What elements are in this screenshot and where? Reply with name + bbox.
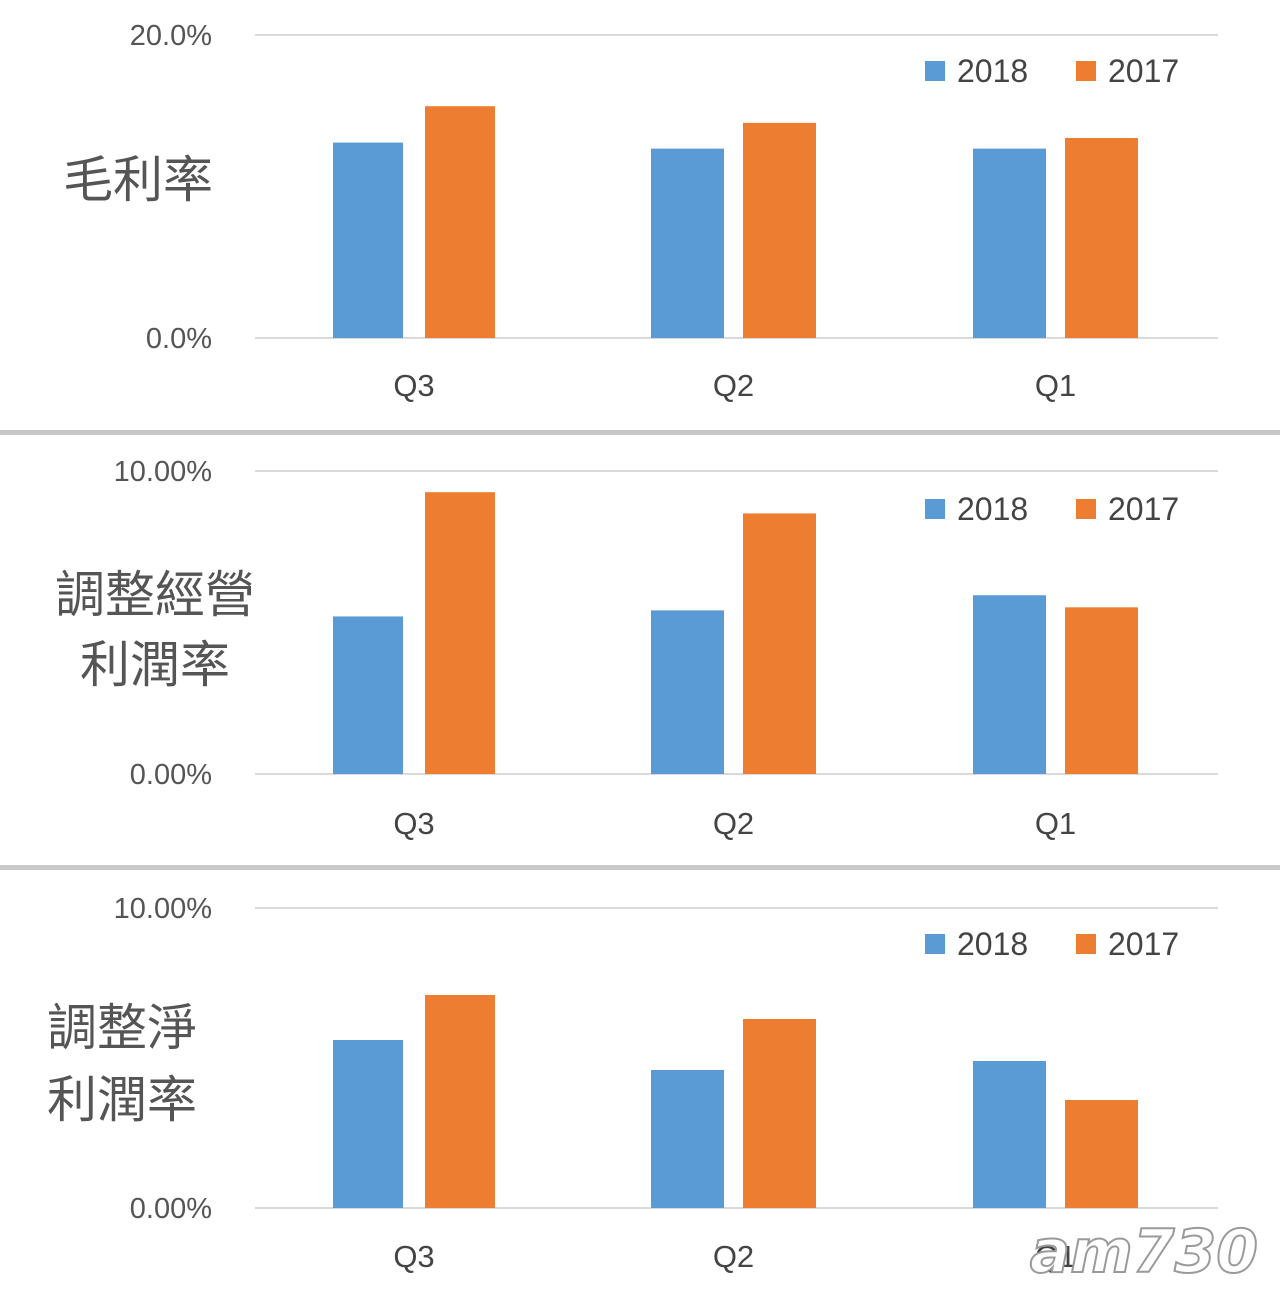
panel-metric-label: 利潤率	[80, 636, 230, 694]
watermark-logo: am730	[1030, 1217, 1258, 1287]
x-category-label: Q3	[393, 1239, 434, 1274]
bar-2017-q1	[1065, 138, 1138, 338]
legend-label-2017: 2017	[1108, 491, 1179, 527]
legend-swatch-2018	[925, 499, 945, 519]
legend-swatch-2017	[1076, 934, 1096, 954]
x-category-label: Q2	[713, 368, 754, 403]
panel-metric-label: 毛利率	[63, 151, 213, 209]
x-category-label: Q2	[713, 1239, 754, 1274]
bar-2017-q3	[425, 492, 495, 774]
panel-metric-label: 調整經營	[55, 566, 255, 624]
bar-2017-q2	[743, 513, 816, 774]
y-tick-label-min: 0.00%	[130, 759, 212, 791]
x-category-label: Q3	[393, 368, 434, 403]
bar-2018-q2	[651, 610, 724, 774]
y-tick-label-min: 0.00%	[130, 1193, 212, 1225]
bar-2018-q1	[973, 595, 1046, 774]
bar-2017-q3	[425, 995, 495, 1208]
y-tick-label-max: 10.00%	[114, 893, 212, 925]
panel-metric-label: 利潤率	[47, 1071, 197, 1129]
x-category-label: Q1	[1035, 806, 1076, 841]
y-tick-label-max: 10.00%	[114, 456, 212, 488]
y-tick-label-min: 0.0%	[146, 323, 212, 355]
bar-2018-q1	[973, 1061, 1046, 1208]
y-tick-label-max: 20.0%	[130, 20, 212, 52]
bar-2018-q3	[333, 616, 403, 774]
x-category-label: Q1	[1035, 1239, 1076, 1274]
x-category-label: Q1	[1035, 368, 1076, 403]
legend-swatch-2017	[1076, 61, 1096, 81]
x-category-label: Q3	[393, 806, 434, 841]
legend-label-2017: 2017	[1108, 53, 1179, 89]
bar-2017-q1	[1065, 1100, 1138, 1208]
legend-label-2018: 2018	[957, 926, 1028, 962]
bar-2017-q3	[425, 106, 495, 338]
legend-label-2018: 2018	[957, 53, 1028, 89]
panel-metric-label: 調整淨	[47, 999, 197, 1057]
legend-swatch-2017	[1076, 499, 1096, 519]
legend-label-2018: 2018	[957, 491, 1028, 527]
panel-divider	[0, 865, 1280, 870]
bar-2018-q2	[651, 1070, 724, 1208]
legend-swatch-2018	[925, 934, 945, 954]
bar-2017-q2	[743, 1019, 816, 1208]
chart-panel-1: 20.0% 0.0% 毛利率 Q3 Q2 Q1 2018 2017	[0, 20, 1280, 435]
bar-2018-q3	[333, 142, 403, 338]
bar-2018-q3	[333, 1040, 403, 1208]
bar-2017-q1	[1065, 607, 1138, 774]
chart-panels: 20.0% 0.0% 毛利率 Q3 Q2 Q1 2018 2017 10.00% 0.00% 調整經…	[0, 20, 1280, 1274]
x-category-label: Q2	[713, 806, 754, 841]
bar-2018-q2	[651, 148, 724, 338]
legend-swatch-2018	[925, 61, 945, 81]
bar-2018-q1	[973, 148, 1046, 338]
panel-divider	[0, 430, 1280, 435]
legend-label-2017: 2017	[1108, 926, 1179, 962]
bar-2017-q2	[743, 122, 816, 339]
